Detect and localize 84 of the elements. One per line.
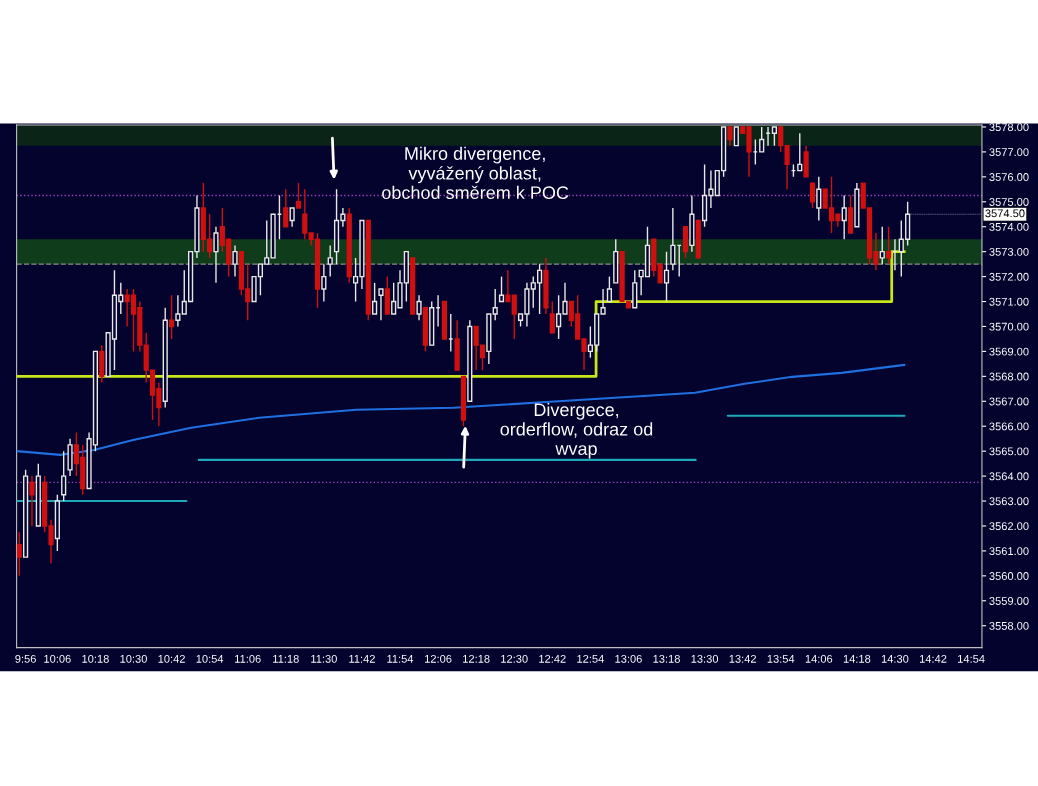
x-tick-label: 10:18 [82, 654, 109, 663]
candlestick [733, 126, 739, 147]
x-tick-label: 11:42 [349, 654, 375, 663]
candlestick [797, 132, 803, 172]
x-tick-label: 12:30 [501, 654, 528, 663]
x-tick-label: 13:18 [653, 654, 680, 663]
candlestick [302, 188, 308, 240]
candlestick [663, 250, 670, 303]
x-tick-label: 10:30 [120, 654, 147, 663]
y-tick-label: 3560.00 [989, 572, 1029, 580]
candlestick [61, 450, 67, 502]
x-tick-label: 14:42 [919, 654, 947, 663]
candlestick [378, 288, 384, 321]
y-tick-label: 3564.00 [989, 472, 1029, 481]
candlestick [29, 475, 35, 527]
x-tick-label: 13:06 [615, 654, 642, 663]
candlestick [232, 244, 238, 278]
x-tick-label: 14:30 [881, 654, 909, 663]
x-tick-label: 14:18 [843, 654, 871, 663]
y-tick-label: 3561.00 [989, 547, 1029, 556]
candlestick [505, 269, 511, 303]
y-tick-label: 3576.00 [989, 173, 1029, 181]
x-tick-label: 13:54 [767, 654, 795, 663]
candlestick [168, 294, 175, 340]
y-tick-label: 3562.00 [989, 522, 1029, 531]
x-tick-label: 9:56 [15, 654, 36, 663]
candlestick [213, 226, 219, 284]
candlestick [670, 207, 676, 272]
y-tick-label: 3574.00 [989, 222, 1029, 231]
y-tick-label: 3566.00 [989, 422, 1029, 431]
y-tick-label: 3569.00 [989, 347, 1029, 356]
annotation: 3574.50 [985, 209, 1025, 218]
candlestick [606, 275, 613, 303]
y-tick-label: 3571.00 [989, 297, 1029, 306]
candlestick [16, 531, 22, 577]
candlestick [886, 226, 892, 265]
x-tick-label: 11:18 [273, 654, 299, 663]
y-tick-label: 3563.00 [989, 497, 1029, 506]
x-tick-label: 10:06 [44, 654, 71, 663]
y-tick-label: 3570.00 [989, 322, 1029, 331]
x-tick-label: 10:42 [158, 654, 185, 663]
candlestick [492, 288, 498, 321]
y-tick-label: 3572.00 [989, 272, 1029, 281]
y-tick-label: 3559.00 [989, 597, 1029, 605]
x-tick-label: 12:54 [577, 654, 604, 663]
x-tick-label: 14:54 [958, 655, 985, 663]
candlestick [841, 194, 847, 240]
x-tick-label: 14:06 [805, 654, 833, 663]
x-tick-label: 10:54 [196, 654, 224, 663]
y-tick-label: 3567.00 [989, 397, 1029, 406]
candlestick [727, 126, 733, 147]
candlestick [511, 294, 517, 340]
annotation: Divergece, orderflow, odraz od wvap [500, 402, 653, 459]
candlestick [549, 300, 555, 334]
x-tick-label: 13:42 [729, 654, 757, 663]
candlestick [416, 294, 422, 321]
x-tick-label: 11:54 [387, 655, 414, 663]
y-tick-label: 3578.00 [989, 123, 1029, 132]
x-tick-label: 12:06 [425, 654, 452, 663]
x-tick-label: 13:30 [691, 654, 719, 663]
candlestick [657, 263, 663, 284]
y-tick-label: 3568.00 [989, 372, 1029, 381]
y-tick-label: 3565.00 [989, 447, 1029, 456]
candlestick [759, 126, 765, 153]
candlestick [816, 176, 822, 222]
x-tick-label: 12:18 [463, 654, 490, 663]
y-tick-label: 3573.00 [989, 247, 1029, 256]
candlestick [879, 226, 885, 265]
annotation: Mikro divergence, vyvážený oblast, obchod směrem k POC [382, 146, 569, 200]
candlestick [289, 207, 295, 228]
x-tick-label: 11:30 [311, 654, 337, 663]
candlestick [498, 275, 505, 303]
candlestick [321, 263, 327, 303]
y-tick-label: 3558.00 [989, 621, 1029, 630]
candlestick [771, 126, 777, 147]
candlestick [327, 244, 333, 278]
y-tick-label: 3577.00 [989, 148, 1029, 157]
x-tick-label: 12:42 [539, 654, 566, 663]
candlestick [372, 282, 378, 315]
x-tick-label: 11:06 [235, 654, 261, 663]
y-tick-label: 3575.00 [989, 198, 1029, 206]
candlestick [809, 182, 816, 209]
candlestick [295, 182, 302, 209]
candlestick [283, 188, 289, 228]
